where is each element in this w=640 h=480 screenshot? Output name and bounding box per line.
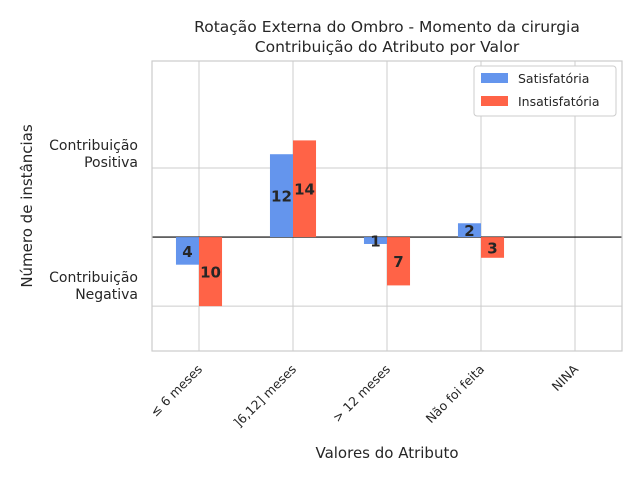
legend-label-insatisfatoria: Insatisfatória bbox=[518, 94, 600, 109]
bar-satisfatoria bbox=[269, 154, 293, 238]
x-tick-label: NINA bbox=[549, 361, 582, 394]
bars bbox=[175, 140, 505, 307]
y-label-negative-line2: Negativa bbox=[75, 287, 138, 303]
x-tick-label: Não foi feita bbox=[423, 362, 488, 427]
x-axis-label: Valores do Atributo bbox=[315, 444, 458, 462]
x-tick-labels: ≤ 6 meses ]6,12] meses > 12 meses Não foi f… bbox=[147, 361, 581, 430]
legend: Satisfatória Insatisfatória bbox=[473, 65, 617, 117]
bar-value-label: 12 bbox=[271, 188, 292, 206]
bar-insatisfatoria bbox=[387, 237, 411, 286]
x-tick-label: ]6,12] meses bbox=[230, 362, 299, 431]
bar-insatisfatoria bbox=[199, 237, 223, 307]
y-label-positive-line2: Positiva bbox=[84, 155, 138, 171]
y-axis-label: Número de instâncias bbox=[18, 124, 36, 288]
bar-satisfatoria bbox=[363, 237, 387, 244]
bar-insatisfatoria bbox=[293, 140, 317, 238]
x-tick-label: ≤ 6 meses bbox=[147, 362, 205, 420]
bar-satisfatoria bbox=[457, 223, 481, 238]
chart-title-line1: Rotação Externa do Ombro - Momento da ci… bbox=[194, 18, 580, 36]
bar-value-label: 10 bbox=[200, 264, 221, 282]
y-label-positive-line1: Contribuição bbox=[49, 138, 138, 154]
legend-box bbox=[473, 65, 617, 117]
legend-label-satisfatoria: Satisfatória bbox=[518, 71, 589, 86]
legend-swatch-satisfatoria bbox=[481, 73, 508, 83]
chart-title-line2: Contribuição do Atributo por Valor bbox=[255, 38, 520, 56]
bar-value-label: 14 bbox=[294, 181, 315, 199]
bar-value-label: 2 bbox=[464, 222, 474, 240]
axes-frame bbox=[151, 60, 623, 352]
legend-swatch-insatisfatoria bbox=[481, 96, 508, 106]
x-tick-label: > 12 meses bbox=[330, 362, 394, 426]
bar-satisfatoria bbox=[175, 237, 199, 265]
y-label-negative-line1: Contribuição bbox=[49, 270, 138, 286]
bar-value-label: 4 bbox=[182, 243, 192, 261]
bar-value-label: 1 bbox=[370, 233, 380, 251]
bar-value-label: 3 bbox=[487, 239, 497, 257]
bar-value-label: 7 bbox=[393, 253, 403, 271]
bar-insatisfatoria bbox=[481, 237, 505, 258]
